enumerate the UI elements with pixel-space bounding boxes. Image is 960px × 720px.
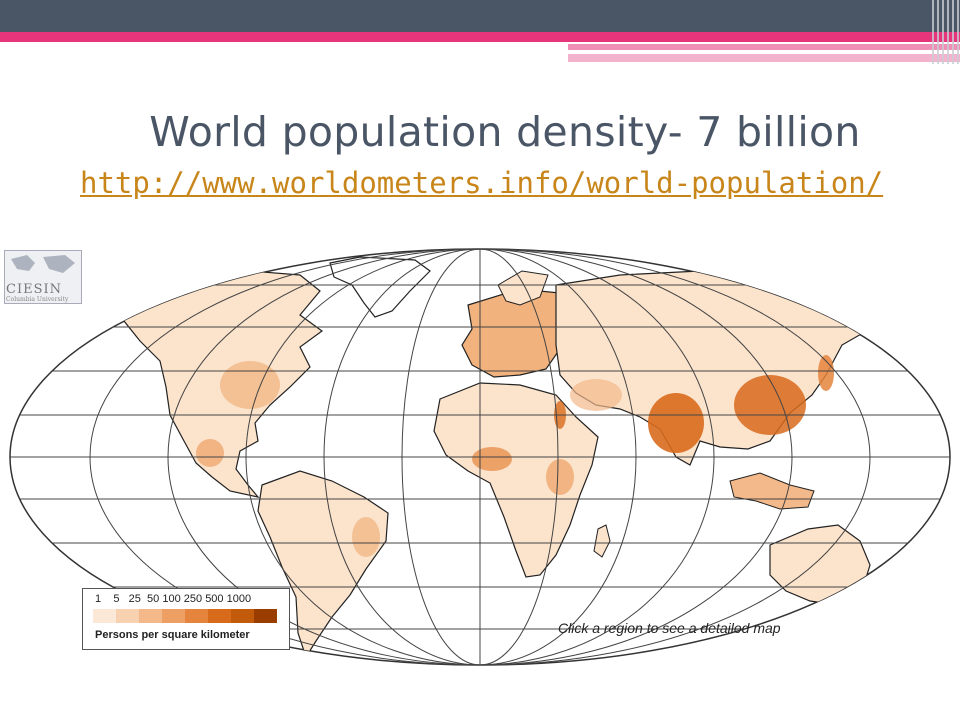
legend-values: 1 5 25 50 100 250 500 1000 <box>95 593 251 605</box>
legend-swatch-5 <box>185 609 208 623</box>
region-new-zealand <box>899 596 917 631</box>
region-east-africa <box>546 459 574 495</box>
legend-swatch-4 <box>162 609 185 623</box>
region-nigeria <box>472 447 512 471</box>
legend-swatch-6 <box>208 609 231 623</box>
logo-subtitle: Columbia University <box>6 296 69 303</box>
slide-header-bar <box>0 0 960 32</box>
region-scandinavia <box>497 270 549 306</box>
region-mexico <box>196 439 224 467</box>
slide-accent-line-2 <box>568 44 960 50</box>
legend-value-7: 500 <box>205 593 224 605</box>
legend-swatch-7 <box>231 609 254 623</box>
landmasses[interactable] <box>107 256 917 659</box>
legend-swatch-2 <box>116 609 139 623</box>
legend-value-4: 50 <box>147 593 160 605</box>
legend-value-1: 1 <box>95 593 102 605</box>
logo-name: CIESIN <box>6 282 62 297</box>
world-map[interactable] <box>0 245 960 675</box>
map-instruction: Click a region to see a detailed map <box>558 620 781 636</box>
slide-title: World population density- 7 billion <box>149 108 861 156</box>
legend-color-scale <box>93 609 277 623</box>
map-legend: 1 5 25 50 100 250 500 1000 Persons per s… <box>82 588 290 650</box>
legend-value-8: 1000 <box>226 593 252 605</box>
region-japan <box>818 355 834 391</box>
region-china <box>734 375 806 435</box>
legend-value-3: 25 <box>128 593 141 605</box>
legend-swatch-3 <box>139 609 162 623</box>
world-map-svg[interactable] <box>0 245 960 675</box>
source-link[interactable]: http://www.worldometers.info/world-popul… <box>80 166 884 200</box>
legend-value-5: 100 <box>162 593 181 605</box>
ciesin-logo <box>4 250 82 304</box>
legend-swatch-8 <box>254 609 277 623</box>
slide-accent-line-3 <box>568 54 960 62</box>
region-middle-east <box>570 379 622 411</box>
region-southeast-asia[interactable] <box>729 472 815 510</box>
legend-value-2: 5 <box>113 593 120 605</box>
logo-map-icon <box>11 255 75 273</box>
region-brazil-coast <box>352 517 380 557</box>
region-north-america[interactable] <box>107 266 324 498</box>
slide-accent-line <box>0 32 960 42</box>
region-india <box>648 393 704 453</box>
region-greenland[interactable] <box>329 256 431 318</box>
region-eastern-us <box>220 361 280 409</box>
legend-value-6: 250 <box>183 593 203 605</box>
legend-label: Persons per square kilometer <box>95 629 250 641</box>
region-madagascar <box>593 524 611 558</box>
region-south-america[interactable] <box>257 470 389 659</box>
legend-swatch-1 <box>93 609 116 623</box>
slide-stripes <box>932 0 960 64</box>
